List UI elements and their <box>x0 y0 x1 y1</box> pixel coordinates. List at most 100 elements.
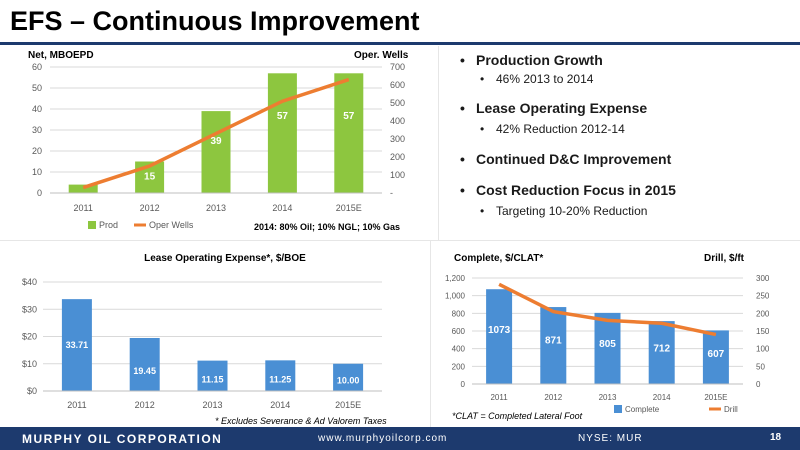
divider-vertical-bottom <box>430 241 431 427</box>
chart1-bar-prod <box>334 73 364 193</box>
chart1-bar-prod <box>267 73 297 193</box>
chart1-data-label: 15 <box>144 172 156 183</box>
sub-bullet-production-growth: • 46% 2013 to 2014 <box>480 72 594 86</box>
chart2-x-tick: 2012 <box>135 400 155 410</box>
chart1-left-tick: 20 <box>32 146 42 156</box>
chart3-footnote: *CLAT = Completed Lateral Foot <box>452 411 583 421</box>
chart2-data-label: 10.00 <box>337 376 360 386</box>
chart3-bar-complete <box>486 289 513 384</box>
chart2-data-label: 33.71 <box>66 340 89 350</box>
chart1-data-label: 57 <box>343 111 355 122</box>
chart2-y-tick: $20 <box>22 332 37 342</box>
chart3-right-tick: 0 <box>756 380 761 389</box>
chart2-y-tick: $40 <box>22 277 37 287</box>
chart1-x-tick: 2013 <box>206 203 226 213</box>
chart1-left-tick: 30 <box>32 125 42 135</box>
chart3-right-tick: 150 <box>756 327 770 336</box>
chart2-x-tick: 2015E <box>335 400 361 410</box>
chart1-legend-prod: Prod <box>99 220 118 230</box>
chart1-right-tick: 400 <box>390 116 405 126</box>
chart3-left-tick: 800 <box>452 309 466 318</box>
chart2-y-tick: $10 <box>22 359 37 369</box>
footer-ticker: NYSE: MUR <box>578 433 643 444</box>
chart3-right-tick: 250 <box>756 292 770 301</box>
chart3-bar-complete <box>594 312 621 384</box>
divider-horizontal <box>0 240 800 241</box>
chart1-line-oper-wells <box>82 77 350 190</box>
title-underline <box>0 42 800 45</box>
bullet-cost-reduction: • Cost Reduction Focus in 2015 <box>460 182 676 198</box>
complete-drill-chart: Complete, $/CLAT* Drill, $/ft *CLAT = Co… <box>445 253 770 421</box>
chart3-right-tick: 300 <box>756 274 770 283</box>
chart1-left-tick: 50 <box>32 83 42 93</box>
page-title: EFS – Continuous Improvement <box>10 6 420 36</box>
chart3-data-label: 1073 <box>488 325 511 336</box>
chart1-legend-oper-wells: Oper Wells <box>149 220 194 230</box>
chart3-left-tick: 1,200 <box>445 274 466 283</box>
chart1-right-tick: - <box>390 188 393 198</box>
chart3-right-axis-label: Drill, $/ft <box>704 253 745 264</box>
sub-bullet-lease-operating-expense: • 42% Reduction 2012-14 <box>480 122 625 136</box>
chart1-left-tick: 40 <box>32 104 42 114</box>
chart2-data-label: 19.45 <box>133 366 156 376</box>
chart3-data-label: 712 <box>653 344 670 355</box>
bullet-lease-operating-expense: • Lease Operating Expense <box>460 100 648 116</box>
bullet-dc-improvement: • Continued D&C Improvement <box>460 151 672 167</box>
page-number: 18 <box>770 432 782 443</box>
chart1-x-tick: 2012 <box>140 203 160 213</box>
chart3-data-label: 805 <box>599 339 616 350</box>
chart2-x-tick: 2013 <box>202 400 222 410</box>
chart1-annotation: 2014: 80% Oil; 10% NGL; 10% Gas <box>254 222 400 232</box>
chart2-y-tick: $30 <box>22 304 37 314</box>
chart1-x-tick: 2014 <box>272 203 292 213</box>
chart3-data-label: 607 <box>708 349 725 360</box>
chart2-footnote: * Excludes Severance & Ad Valorem Taxes <box>215 416 387 426</box>
bullet-production-growth: • Production Growth <box>460 52 603 68</box>
chart2-data-label: 11.25 <box>269 374 291 384</box>
chart2-bar <box>197 360 228 391</box>
chart3-x-tick: 2011 <box>490 393 508 402</box>
chart1-x-tick: 2011 <box>74 203 93 213</box>
chart3-left-tick: 400 <box>452 345 466 354</box>
chart1-bar-prod <box>201 111 231 193</box>
chart3-x-tick: 2014 <box>653 393 671 402</box>
chart1-right-axis-label: Oper. Wells <box>354 50 409 61</box>
chart3-line-drill <box>498 282 717 337</box>
chart1-right-tick: 100 <box>390 170 405 180</box>
chart1-right-tick: 300 <box>390 134 405 144</box>
chart3-right-tick: 200 <box>756 309 770 318</box>
chart2-bar <box>333 363 364 391</box>
chart3-legend-complete: Complete <box>625 405 660 414</box>
chart3-right-tick: 50 <box>756 362 765 371</box>
chart3-left-axis-label: Complete, $/CLAT* <box>454 253 543 264</box>
chart3-bar-complete <box>702 330 729 384</box>
divider-vertical-top <box>438 46 439 240</box>
chart3-x-tick: 2012 <box>544 393 562 402</box>
sub-bullet-cost-reduction: • Targeting 10-20% Reduction <box>480 204 648 218</box>
chart3-x-tick: 2015E <box>704 393 727 402</box>
chart3-right-tick: 100 <box>756 345 770 354</box>
chart2-bar <box>129 337 160 391</box>
chart1-bar-prod <box>68 184 98 193</box>
chart1-right-tick: 200 <box>390 152 405 162</box>
loe-chart: Lease Operating Expense*, $/BOE * Exclud… <box>22 253 387 426</box>
footer-company: MURPHY OIL CORPORATION <box>22 432 223 446</box>
chart3-left-tick: 200 <box>452 362 466 371</box>
chart1-right-tick: 700 <box>390 62 405 72</box>
chart1-left-tick: 60 <box>32 62 42 72</box>
chart3-data-label: 871 <box>545 335 562 346</box>
chart3-x-tick: 2013 <box>599 393 617 402</box>
chart1-left-axis-label: Net, MBOEPD <box>28 50 94 61</box>
chart2-bar <box>61 299 92 391</box>
chart3-bar-complete <box>540 307 567 384</box>
production-chart: Net, MBOEPD Oper. Wells 2014: 80% Oil; 1… <box>28 50 409 232</box>
chart1-left-tick: 0 <box>37 188 42 198</box>
chart2-x-tick: 2014 <box>270 400 290 410</box>
chart3-legend-swatch-complete <box>614 405 622 413</box>
chart3-left-tick: 1,000 <box>445 292 466 301</box>
chart3-left-tick: 600 <box>452 327 466 336</box>
chart1-data-label: 4 <box>80 195 86 206</box>
footer-url[interactable]: www.murphyoilcorp.com <box>318 433 448 444</box>
chart2-data-label: 11.15 <box>201 374 223 384</box>
chart1-right-tick: 500 <box>390 98 405 108</box>
